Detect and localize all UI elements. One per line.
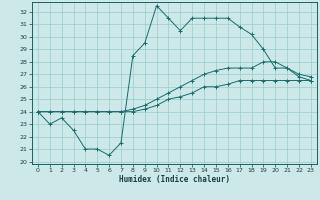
- X-axis label: Humidex (Indice chaleur): Humidex (Indice chaleur): [119, 175, 230, 184]
